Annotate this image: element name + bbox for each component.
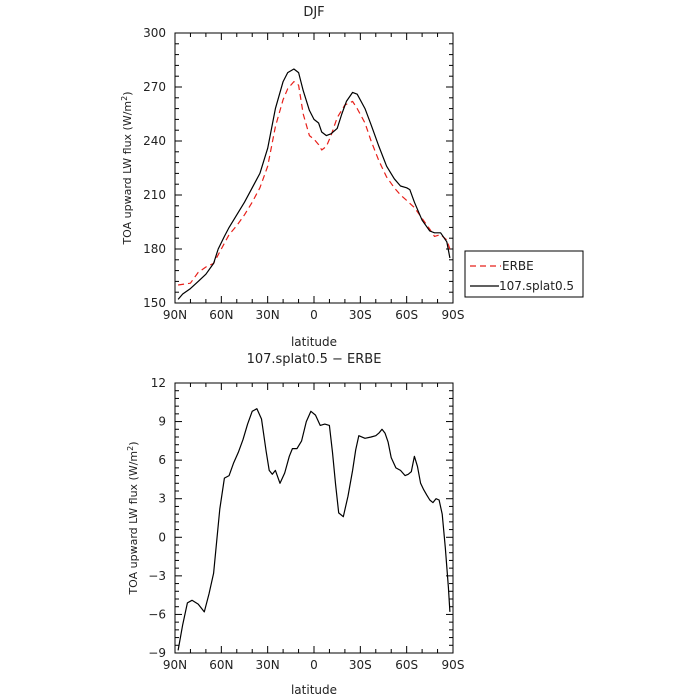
top-x-tick-label: 90N [163,308,187,322]
bottom-x-tick-label: 90S [442,658,465,672]
top-chart-x-axis-label: latitude [291,335,337,349]
top-chart-ticks [174,32,454,304]
top-series-line-107-splat0-5 [177,68,451,300]
top-y-tick-label: 210 [143,188,166,202]
bottom-chart: 107.splat0.5 − ERBE TOA upward LW flux (… [126,352,464,697]
bottom-chart-frame [174,382,454,654]
bottom-series-line-difference [177,408,451,651]
top-x-tick-label: 90S [442,308,465,322]
bottom-x-tick-label: 0 [310,658,318,672]
top-y-tick-label: 270 [143,80,166,94]
bottom-chart-tick-labels: 90N 60N 30N 0 30S 60S 90S 12 9 6 3 0 −3 −6 −9 [148,376,464,672]
top-chart-tick-labels: 90N 60N 30N 0 30S 60S 90S 150 180 210 240 270 300 [143,26,464,322]
bottom-x-tick-label: 60N [209,658,233,672]
bottom-y-tick-label: 9 [158,415,166,429]
bottom-x-tick-label: 30S [349,658,372,672]
bottom-chart-y-axis-label: TOA upward LW flux (W/m2) [126,441,140,595]
bottom-y-tick-label: 3 [158,492,166,506]
bottom-chart-ticks [174,382,454,654]
top-x-tick-label: 0 [310,308,318,322]
top-chart-lines [177,68,451,300]
top-x-tick-label: 60S [395,308,418,322]
top-chart: DJF TOA upward LW flux (W/m2) latitude 9… [120,5,584,349]
top-x-tick-label: 60N [209,308,233,322]
bottom-y-tick-label: −6 [148,607,166,621]
top-x-tick-label: 30N [256,308,280,322]
bottom-y-tick-label: −9 [148,646,166,660]
top-y-tick-label: 180 [143,242,166,256]
legend-label-splat: 107.splat0.5 [499,279,574,293]
top-x-tick-label: 30S [349,308,372,322]
bottom-y-tick-label: −3 [148,569,166,583]
top-chart-frame [174,32,454,304]
bottom-x-tick-label: 90N [163,658,187,672]
bottom-chart-x-axis-label: latitude [291,683,337,697]
legend-label-erbe: ERBE [502,259,534,273]
top-chart-legend: ERBE 107.splat0.5 [464,250,584,298]
top-y-tick-label: 300 [143,26,166,40]
top-chart-title: DJF [303,5,324,20]
top-y-tick-label: 240 [143,134,166,148]
bottom-y-tick-label: 6 [158,453,166,467]
bottom-x-tick-label: 60S [395,658,418,672]
bottom-x-tick-label: 30N [256,658,280,672]
legend-box [464,250,584,298]
bottom-y-tick-label: 12 [151,376,166,390]
bottom-chart-lines [177,408,451,651]
bottom-chart-title: 107.splat0.5 − ERBE [247,352,382,367]
top-series-line-erbe [178,80,451,286]
top-chart-y-axis-label: TOA upward LW flux (W/m2) [120,91,134,245]
top-y-tick-label: 150 [143,296,166,310]
bottom-y-tick-label: 0 [158,530,166,544]
